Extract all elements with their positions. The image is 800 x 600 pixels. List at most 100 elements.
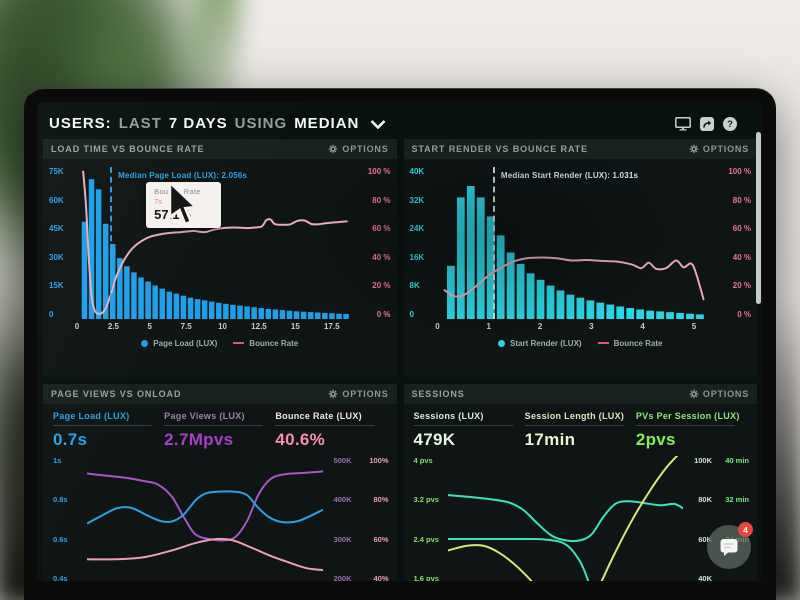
gear-icon (689, 144, 699, 154)
legend-page-load[interactable]: Page Load (LUX) (141, 339, 217, 348)
x-axis: 0 2.5 5 7.5 10 12.5 15 17.5 (74, 322, 357, 334)
sessions-plot[interactable] (448, 456, 684, 581)
options-button[interactable]: OPTIONS (689, 389, 749, 399)
chart-tooltip: Bounce Rate 7s 57.1% (146, 182, 222, 229)
axis-tick: 15 (290, 322, 300, 331)
axis-tick: 17.5 (323, 322, 340, 331)
options-button[interactable]: OPTIONS (689, 144, 749, 154)
vertical-scrollbar[interactable] (756, 132, 761, 304)
axis-tick: 15K (49, 281, 64, 291)
axis-tick: 7.5 (180, 322, 192, 331)
axis-tick: 24K (409, 224, 425, 234)
axis-tick-pair: 300K 60% (333, 534, 389, 544)
axis-tick: 80 % (732, 195, 751, 205)
options-label: OPTIONS (702, 389, 749, 399)
panel-header: SESSIONS OPTIONS (403, 384, 757, 404)
metric-value: 0.7s (53, 430, 88, 449)
metric-value: 2pvs (635, 430, 676, 449)
axis-tick: 0 (74, 322, 80, 331)
axis-tick: 40K (409, 167, 425, 176)
axis-tick: 0.4s (53, 573, 68, 581)
divider (524, 425, 624, 426)
y-axis-right: 100 % 80 % 60 % 40 % 20 % 0 % (713, 167, 751, 319)
x-axis: 0 1 2 3 4 5 (435, 322, 718, 334)
axis-tick: 20 % (732, 281, 751, 291)
chat-bubble-icon (720, 539, 738, 556)
axis-tick: 0.6s (53, 534, 68, 544)
legend-bounce-rate[interactable]: Bounce Rate (233, 339, 298, 348)
panel-start-render-vs-bounce: START RENDER VS BOUNCE RATE OPTIONS 40K 3… (403, 139, 758, 377)
metric-value: 40.6% (275, 430, 326, 449)
metric-value: 2.7Mpvs (164, 430, 234, 449)
axis-tick-pair: 80K 32 min (698, 495, 749, 505)
panel-header: LOAD TIME VS BOUNCE RATE OPTIONS (43, 139, 397, 159)
divider (413, 425, 513, 426)
axis-tick: 10 (218, 322, 228, 331)
axis-tick: 40 % (732, 252, 751, 262)
metric-pvs-per-session: PVs Per Session (LUX) 2pvs (635, 411, 747, 450)
metric-page-views: Page Views (LUX) 2.7Mpvs (164, 411, 275, 450)
header-toolbar: ? (675, 116, 751, 131)
axis-tick: 20 % (372, 281, 391, 291)
axis-tick-pair: 200K 40% (333, 573, 389, 581)
load-time-plot[interactable]: Median Page Load (LUX): 2.056s Bounce Ra… (81, 167, 353, 319)
median-annotation: Median Start Render (LUX): 1.031s (500, 171, 639, 180)
metric-page-load: Page Load (LUX) 0.7s (53, 411, 164, 450)
metric-label: Page Load (LUX) (53, 411, 130, 421)
options-label: OPTIONS (702, 144, 749, 154)
page-views-plot[interactable] (87, 456, 323, 581)
axis-tick: 2.4 pvs (413, 534, 439, 544)
axis-tick: 0 % (376, 309, 391, 319)
legend-line-icon (597, 342, 609, 344)
metric-session-length: Session Length (LUX) 17min (524, 411, 636, 450)
gear-icon (689, 389, 699, 399)
chart-legend: Start Render (LUX) Bounce Rate (404, 335, 758, 351)
axis-tick: 3 (589, 322, 594, 331)
axis-tick: 1.6 pvs (413, 573, 439, 581)
title-users: USERS: (49, 115, 112, 132)
chevron-down-icon[interactable] (370, 120, 386, 129)
y-axis-left: 1s 0.8s 0.6s 0.4s (53, 456, 87, 581)
metric-label: Session Length (LUX) (524, 411, 625, 421)
legend-line-icon (233, 342, 245, 344)
axis-tick: 80 % (372, 195, 391, 205)
axis-tick: 30K (49, 252, 64, 262)
options-label: OPTIONS (342, 144, 389, 154)
help-icon[interactable]: ? (723, 116, 737, 131)
axis-tick: 1 (486, 322, 492, 331)
options-button[interactable]: OPTIONS (328, 389, 388, 399)
axis-tick: 32K (409, 195, 425, 205)
chat-widget-button[interactable]: 4 (707, 522, 753, 569)
metric-scope-dropdown[interactable]: USERS: LAST 7 DAYS USING MEDIAN (49, 115, 386, 132)
median-line (110, 167, 113, 319)
axis-tick: 0 (435, 322, 440, 331)
axis-tick: 0.8s (53, 495, 68, 505)
dashboard-screen: USERS: LAST 7 DAYS USING MEDIAN ? LOAD T… (37, 102, 763, 581)
laptop-bezel: USERS: LAST 7 DAYS USING MEDIAN ? LOAD T… (24, 88, 776, 600)
legend-start-render[interactable]: Start Render (LUX) (498, 339, 582, 348)
legend-bounce-rate[interactable]: Bounce Rate (597, 339, 662, 348)
axis-tick: 1s (53, 456, 62, 465)
display-icon[interactable] (675, 116, 691, 131)
start-render-plot[interactable]: Median Start Render (LUX): 1.031s (442, 167, 714, 319)
gear-icon (329, 389, 338, 399)
metric-label: PVs Per Session (LUX) (635, 411, 740, 421)
metric-bounce-rate: Bounce Rate (LUX) 40.6% (275, 411, 386, 450)
divider (275, 425, 375, 426)
axis-tick: 100 % (728, 167, 751, 176)
mouse-cursor-icon (168, 182, 200, 227)
chart-legend: Page Load (LUX) Bounce Rate (43, 335, 397, 351)
metrics-row: Sessions (LUX) 479K Session Length (LUX)… (404, 404, 758, 452)
title-metric: MEDIAN (294, 115, 360, 132)
options-label: OPTIONS (342, 389, 389, 399)
title-range: 7 DAYS (168, 115, 228, 132)
options-button[interactable]: OPTIONS (328, 144, 388, 154)
gear-icon (329, 144, 338, 154)
panel-load-time-vs-bounce: LOAD TIME VS BOUNCE RATE OPTIONS 75K 60K 4… (43, 139, 397, 377)
y-axis-right: 100 % 80 % 60 % 40 % 20 % 0 % (353, 167, 391, 319)
panel-title: LOAD TIME VS BOUNCE RATE (51, 144, 205, 154)
share-icon[interactable] (700, 116, 714, 131)
axis-tick-pair: 100K 40 min (694, 456, 749, 465)
axis-tick: 40 % (372, 252, 391, 262)
axis-tick: 45K (49, 224, 64, 234)
